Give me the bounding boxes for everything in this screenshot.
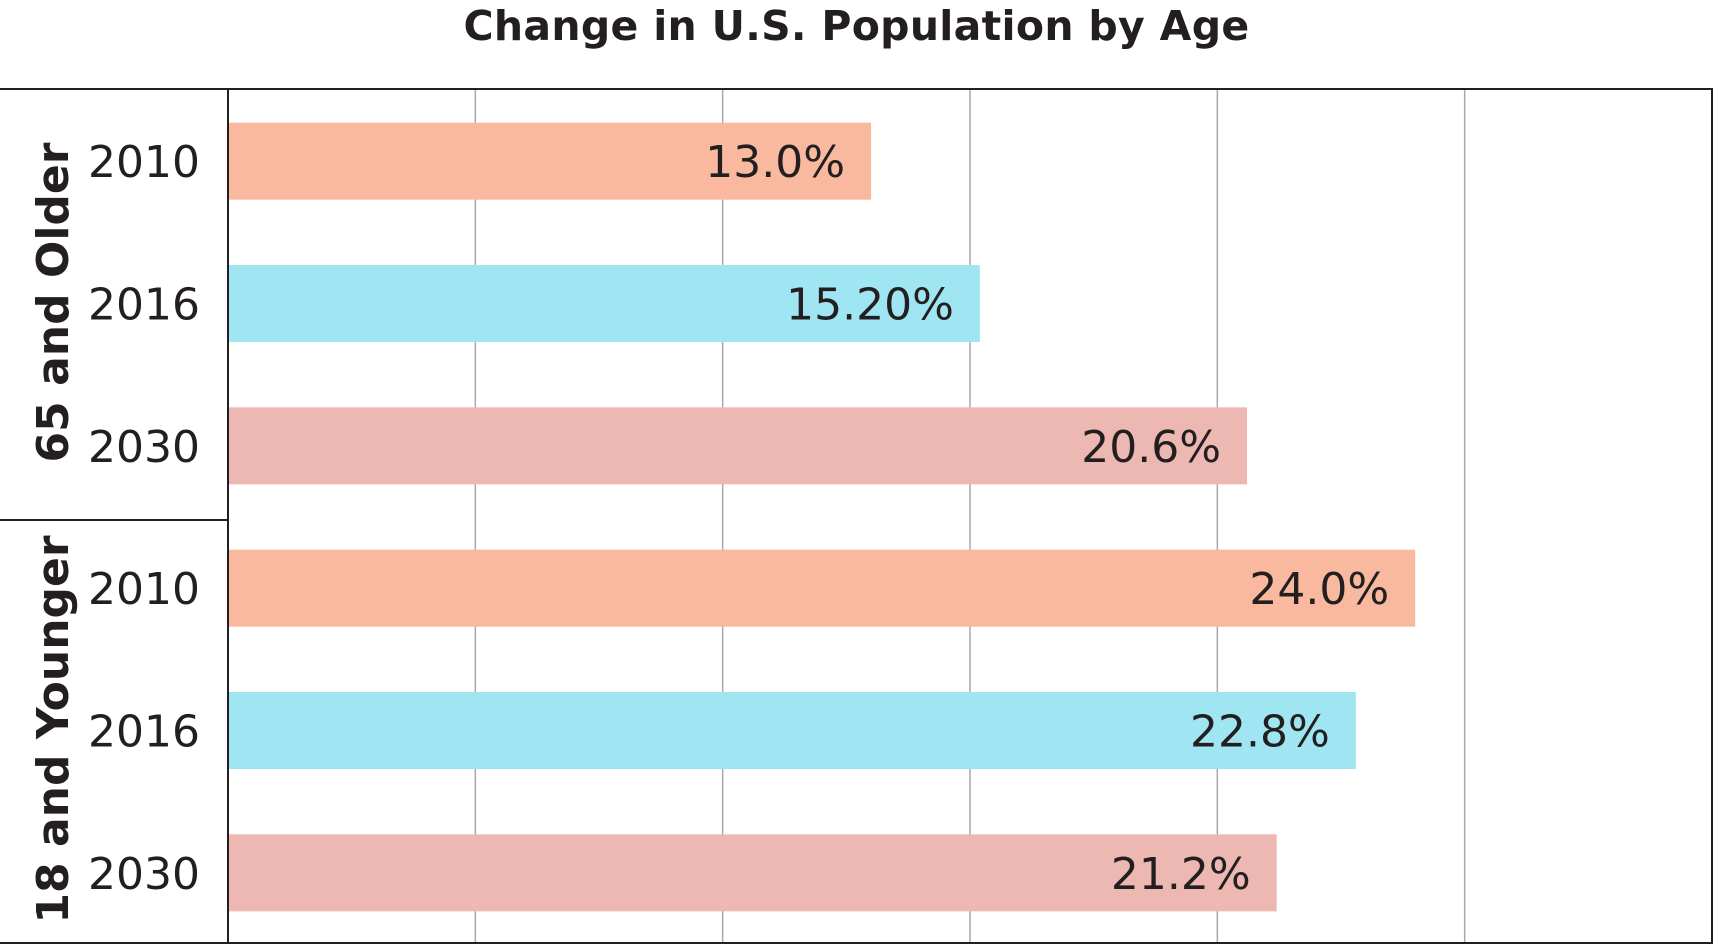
year-tick-label: 2030 — [88, 849, 200, 900]
bar — [228, 407, 1248, 485]
data-label: 13.0% — [705, 137, 845, 188]
bar — [228, 834, 1277, 912]
group-label: 18 and Younger — [28, 535, 79, 923]
chart-title: Change in U.S. Population by Age — [463, 2, 1250, 50]
bar — [228, 692, 1356, 769]
year-tick-label: 2010 — [88, 564, 200, 615]
bar — [228, 265, 980, 342]
bar — [228, 549, 1416, 627]
bar — [228, 122, 872, 200]
data-label: 20.6% — [1081, 422, 1221, 473]
bars — [228, 122, 1416, 912]
gridlines — [474, 89, 1466, 943]
plot-frame — [0, 88, 1713, 944]
data-label: 15.20% — [786, 280, 954, 331]
data-label: 22.8% — [1190, 707, 1330, 758]
year-tick-label: 2016 — [88, 280, 200, 331]
year-tick-label: 2010 — [88, 137, 200, 188]
data-label: 21.2% — [1111, 849, 1251, 900]
year-tick-label: 2030 — [88, 422, 200, 473]
group-label: 65 and Older — [28, 142, 79, 462]
data-label: 24.0% — [1249, 564, 1389, 615]
year-tick-label: 2016 — [88, 707, 200, 758]
